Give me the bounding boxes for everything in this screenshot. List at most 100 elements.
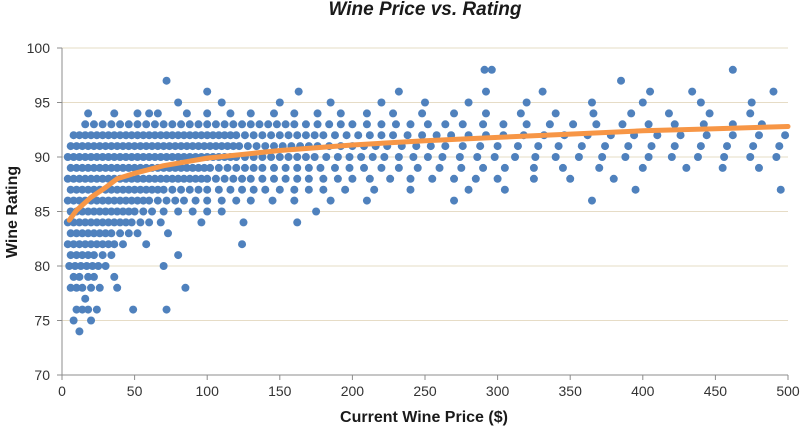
data-point (162, 196, 171, 205)
data-point (197, 218, 206, 227)
data-point (145, 218, 154, 227)
data-point (75, 240, 84, 249)
data-point (150, 120, 159, 129)
data-point (229, 120, 238, 129)
data-point (275, 185, 284, 194)
data-point (267, 153, 276, 161)
data-point (281, 163, 290, 172)
data-point (304, 163, 313, 172)
data-point (75, 174, 84, 183)
data-point (142, 240, 151, 249)
data-point (110, 272, 119, 281)
data-point (534, 142, 543, 151)
data-point (148, 185, 157, 194)
data-point (621, 153, 630, 161)
data-point (238, 240, 247, 249)
data-point (130, 185, 139, 194)
data-point (609, 174, 618, 183)
data-point (84, 185, 93, 194)
data-point (746, 109, 755, 118)
data-point (69, 196, 78, 205)
data-point (179, 153, 188, 161)
data-point (200, 163, 209, 172)
data-point (226, 185, 235, 194)
data-point (464, 185, 473, 194)
data-point (72, 185, 81, 194)
data-point (551, 153, 560, 161)
data-point (403, 131, 412, 140)
data-point (348, 120, 357, 129)
data-point (78, 283, 87, 292)
data-point (98, 131, 107, 140)
data-point (587, 98, 596, 107)
data-point (92, 305, 101, 314)
data-point (150, 131, 159, 140)
data-point (101, 229, 110, 238)
data-point (72, 251, 81, 260)
data-point (116, 218, 125, 227)
data-point (177, 120, 186, 129)
data-point (569, 120, 578, 129)
data-point (432, 131, 441, 140)
data-point (723, 142, 732, 151)
data-point (293, 153, 302, 161)
data-point (511, 153, 520, 161)
data-point (182, 142, 191, 151)
data-point (275, 131, 284, 140)
data-point (101, 207, 110, 216)
data-point (110, 240, 119, 249)
data-point (69, 316, 78, 325)
data-point (418, 131, 427, 140)
data-point (702, 131, 711, 140)
data-point (246, 120, 255, 129)
data-point (162, 305, 171, 314)
data-point (133, 229, 142, 238)
data-point (644, 153, 653, 161)
data-point (529, 163, 538, 172)
data-point (531, 153, 540, 161)
data-point (769, 87, 778, 96)
data-point (78, 163, 87, 172)
data-point (377, 163, 386, 172)
data-point (319, 131, 328, 140)
data-point (148, 207, 157, 216)
data-point (631, 185, 640, 194)
data-point (81, 294, 90, 303)
data-point (357, 153, 366, 161)
data-point (194, 142, 203, 151)
x-tick-label-350: 350 (559, 383, 583, 399)
data-point (290, 196, 299, 205)
data-point (127, 218, 136, 227)
data-point (281, 174, 290, 183)
data-point (88, 262, 97, 270)
data-point (194, 185, 203, 194)
x-tick-label-400: 400 (631, 383, 655, 399)
data-point (406, 185, 415, 194)
data-point (75, 327, 84, 336)
data-point (275, 153, 284, 161)
data-point (188, 163, 197, 172)
data-point (377, 98, 386, 107)
data-point (326, 98, 335, 107)
data-point (240, 163, 249, 172)
data-point (185, 131, 194, 140)
data-point (646, 87, 655, 96)
data-point (174, 207, 183, 216)
data-point (78, 142, 87, 151)
data-point (406, 174, 415, 183)
data-point (441, 120, 450, 129)
data-point (368, 153, 377, 161)
data-point (601, 142, 610, 151)
tick-labels: 70 75 80 85 90 95 100 0 50 100 150 200 250 300 350 400 4… (27, 40, 800, 399)
x-tick-label-50: 50 (127, 383, 143, 399)
data-point (124, 163, 133, 172)
data-point (78, 229, 87, 238)
data-point (479, 120, 488, 129)
data-point (98, 196, 107, 205)
data-point (121, 131, 130, 140)
data-point (481, 87, 490, 96)
data-point (728, 65, 737, 74)
data-point (217, 207, 226, 216)
data-point (365, 131, 374, 140)
